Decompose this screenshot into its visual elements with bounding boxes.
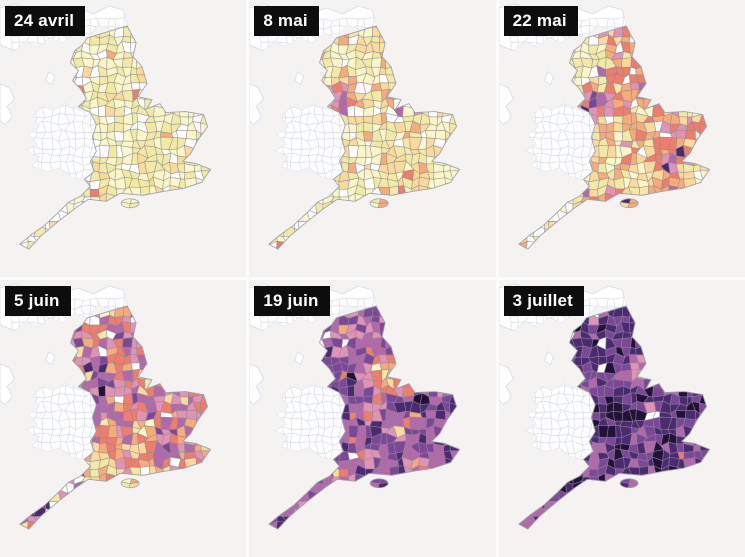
map-panel: 19 juin xyxy=(249,280,496,557)
england-choropleth-map xyxy=(498,3,710,250)
panel-date-label: 24 avril xyxy=(5,6,86,36)
map-panel: 8 mai xyxy=(249,0,496,277)
panel-date-label: 8 mai xyxy=(254,6,319,36)
england-choropleth-map xyxy=(498,283,710,530)
map-panel: 24 avril xyxy=(0,0,247,277)
panel-date-label: 22 mai xyxy=(503,6,578,36)
england-choropleth-map xyxy=(249,3,461,250)
panel-date-label: 5 juin xyxy=(5,286,71,316)
map-panel: 22 mai xyxy=(498,0,745,277)
england-choropleth-map xyxy=(0,3,212,250)
map-panel: 3 juillet xyxy=(498,280,745,557)
england-choropleth-map xyxy=(249,283,461,530)
england-choropleth-map xyxy=(0,283,212,530)
panel-date-label: 3 juillet xyxy=(503,286,585,316)
map-panel: 5 juin xyxy=(0,280,247,557)
panel-date-label: 19 juin xyxy=(254,286,330,316)
